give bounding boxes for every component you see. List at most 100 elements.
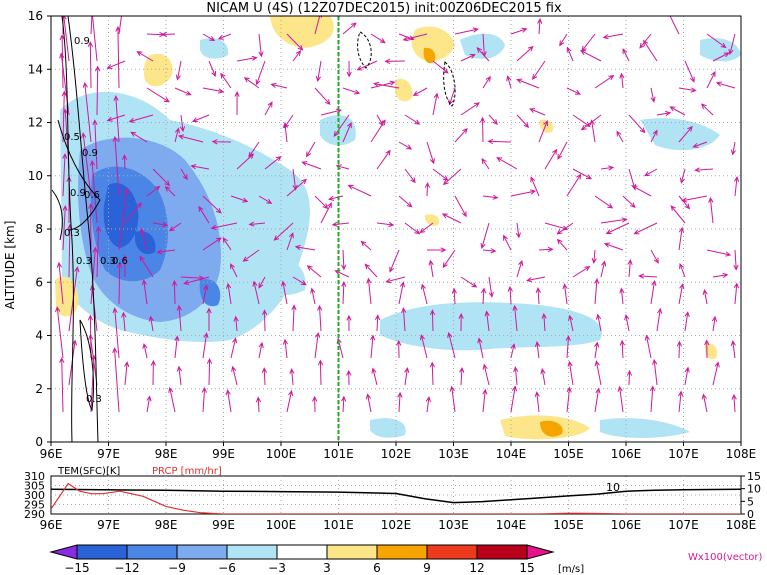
- y-tick-label: 6: [35, 275, 43, 289]
- wind-arrow: [306, 265, 322, 278]
- wind-arrow: [146, 185, 161, 197]
- wind-arrow: [589, 119, 596, 143]
- colorbar-segment: [476, 544, 528, 560]
- wind-arrow: [118, 187, 129, 251]
- wind-arrow: [198, 205, 210, 224]
- wind-arrow: [631, 185, 652, 197]
- wind-arrow: [479, 116, 486, 143]
- wind-arrow: [559, 33, 568, 47]
- wind-arrow: [314, 331, 321, 359]
- y-tick-label: 0: [35, 435, 43, 449]
- wind-arrow: [124, 202, 142, 224]
- wind-arrow: [171, 279, 178, 305]
- wind-arrow: [506, 75, 512, 89]
- x-tick-label: 96E: [40, 447, 63, 461]
- y-tick-label: 12: [28, 116, 43, 130]
- wind-arrow: [624, 313, 630, 332]
- wind-arrow: [317, 359, 324, 386]
- wind-arrow: [289, 368, 295, 386]
- x-tick-label: 106E: [611, 447, 642, 461]
- wind-arrow: [291, 304, 297, 332]
- contour-label: 0.9: [70, 188, 86, 199]
- wind-arrow: [425, 395, 431, 413]
- wind-arrow: [529, 108, 546, 116]
- wind-arrow: [112, 347, 120, 413]
- sub-x-tick-label: 103E: [438, 518, 469, 532]
- wind-arrow: [633, 222, 658, 235]
- wind-arrow: [650, 279, 657, 305]
- contour-label: 0.9: [82, 148, 98, 159]
- wind-arrow: [684, 366, 690, 386]
- wind-arrow: [442, 168, 462, 186]
- wind-arrow: [264, 156, 282, 170]
- series-label-tem: TEM(SFC)[K]: [57, 466, 120, 477]
- colorbar-segment: [76, 544, 128, 560]
- wind-arrow: [61, 90, 67, 143]
- wind-arrow: [331, 221, 350, 227]
- wind-arrow: [572, 114, 591, 128]
- wind-arrow: [258, 341, 264, 359]
- wind-arrow: [174, 335, 180, 359]
- wind-arrow: [432, 60, 449, 74]
- wind-arrow: [594, 195, 614, 209]
- x-tick-label: 101E: [323, 447, 354, 461]
- wind-arrow: [594, 360, 602, 386]
- wind-arrow: [190, 164, 210, 170]
- wind-arrow: [704, 339, 710, 359]
- sub-x-tick-label: 105E: [553, 518, 584, 532]
- sub-x-tick-label: 99E: [212, 518, 235, 532]
- colorbar-segment: [176, 544, 228, 560]
- wind-arrow: [602, 33, 624, 40]
- wind-arrow: [540, 368, 546, 386]
- wind-arrow: [315, 60, 322, 83]
- wind-arrow: [376, 149, 391, 170]
- contour-lines: [51, 16, 456, 442]
- wind-arrow: [183, 276, 210, 285]
- wind-arrow: [122, 254, 128, 278]
- x-tick-label: 97E: [97, 447, 120, 461]
- wind-arrow: [286, 389, 294, 413]
- wind-arrow: [261, 367, 268, 386]
- wind-arrow: [594, 387, 601, 413]
- wind-arrow: [136, 51, 154, 62]
- sub-left-tick: 300: [24, 489, 45, 502]
- sub-left-tick: 310: [24, 470, 45, 483]
- wind-arrow: [678, 390, 684, 413]
- wind-arrow: [334, 270, 350, 278]
- wind-arrow: [384, 58, 406, 64]
- wind-arrow: [427, 247, 447, 253]
- wind-arrow: [106, 114, 126, 122]
- wind-arrow: [412, 87, 428, 96]
- wind-arrow: [429, 309, 436, 332]
- wind-arrow: [161, 31, 176, 37]
- main-y-tick-labels: 0 2 4 6 8 10 12 14 16: [28, 9, 51, 449]
- wind-arrow: [649, 385, 656, 413]
- wind-arrow: [130, 131, 148, 143]
- wind-arrow: [341, 395, 347, 413]
- wind-arrow: [459, 366, 465, 386]
- wind-arrow: [118, 16, 122, 35]
- wind-arrow: [481, 158, 490, 170]
- x-tick-label: 99E: [212, 447, 235, 461]
- wind-arrow: [258, 33, 264, 58]
- wind-arrow: [81, 132, 92, 197]
- colorbar-label: −6: [218, 561, 236, 575]
- colorbar-labels: −15 −12 −9 −6 −3 3 6 9 12 15: [64, 561, 534, 575]
- colorbar-label: 9: [423, 561, 431, 575]
- wind-arrow: [258, 195, 273, 204]
- wind-arrow: [596, 313, 602, 332]
- wind-arrow: [292, 168, 298, 191]
- colorbar-segment: [126, 544, 178, 560]
- wind-arrow: [460, 54, 476, 62]
- wind-arrow: [538, 120, 549, 143]
- wind-arrow: [231, 365, 238, 386]
- wind-arrow: [617, 385, 624, 413]
- wind-arrow: [175, 60, 182, 81]
- y-tick-label: 16: [28, 9, 43, 23]
- wind-arrow: [419, 222, 434, 234]
- wind-arrow: [678, 195, 691, 210]
- wind-arrow: [656, 307, 663, 332]
- wind-arrow: [333, 114, 350, 138]
- wind-arrow: [581, 33, 596, 52]
- wind-arrow: [567, 360, 574, 386]
